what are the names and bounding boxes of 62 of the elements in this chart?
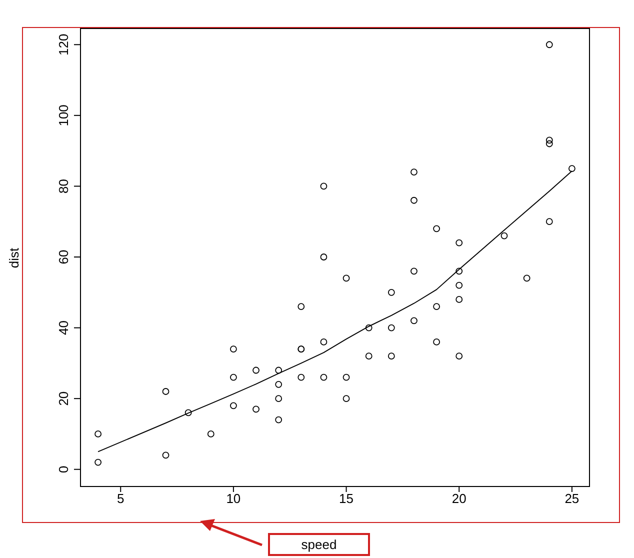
point (94, 430, 102, 438)
point (365, 324, 372, 332)
point (433, 338, 440, 346)
point (298, 374, 305, 381)
point (298, 303, 305, 310)
point (184, 409, 192, 416)
point (275, 416, 282, 424)
point (410, 317, 418, 324)
point (456, 296, 463, 303)
point (320, 374, 328, 381)
x-tick-label: 5 (117, 491, 124, 506)
point (275, 380, 282, 388)
y-tick-label: 40 (56, 320, 71, 336)
point (252, 406, 260, 413)
x-tick-label: 10 (226, 491, 241, 506)
x-tick-label: 20 (452, 491, 466, 506)
y-tick-label: 120 (56, 34, 71, 56)
point (388, 324, 395, 332)
point (546, 140, 553, 148)
y-tick-label: 60 (56, 250, 71, 264)
point (523, 274, 530, 282)
point (456, 282, 463, 289)
point (342, 374, 350, 381)
point (433, 303, 440, 310)
point (388, 352, 395, 360)
point (94, 458, 102, 466)
x-tick-label: 15 (339, 491, 354, 506)
y-axis-title: dist (6, 247, 22, 268)
point (320, 254, 328, 260)
point (410, 168, 418, 176)
point (433, 225, 440, 232)
point (275, 366, 282, 374)
point (320, 338, 328, 346)
point (252, 366, 260, 374)
point (500, 232, 508, 240)
point (230, 402, 237, 410)
x-axis-title: speed (300, 537, 338, 552)
point (162, 388, 170, 395)
point (388, 288, 395, 296)
point (546, 136, 553, 144)
point (456, 268, 463, 275)
point (275, 395, 282, 402)
point (456, 352, 463, 360)
y-tick-label: 100 (56, 104, 71, 126)
point (568, 165, 576, 172)
y-tick-label: 80 (56, 178, 71, 194)
x-tick-label: 25 (564, 491, 580, 506)
point (342, 395, 350, 402)
y-tick-label: 20 (56, 391, 71, 406)
point (546, 41, 553, 48)
point (410, 196, 418, 204)
point (320, 182, 328, 190)
point (456, 239, 463, 246)
point (162, 452, 170, 459)
point (230, 346, 237, 352)
point (410, 268, 418, 275)
point (365, 352, 372, 360)
point (546, 218, 553, 226)
point (207, 430, 214, 438)
point (230, 374, 237, 381)
point (342, 274, 350, 282)
y-tick-label: 0 (56, 466, 71, 473)
